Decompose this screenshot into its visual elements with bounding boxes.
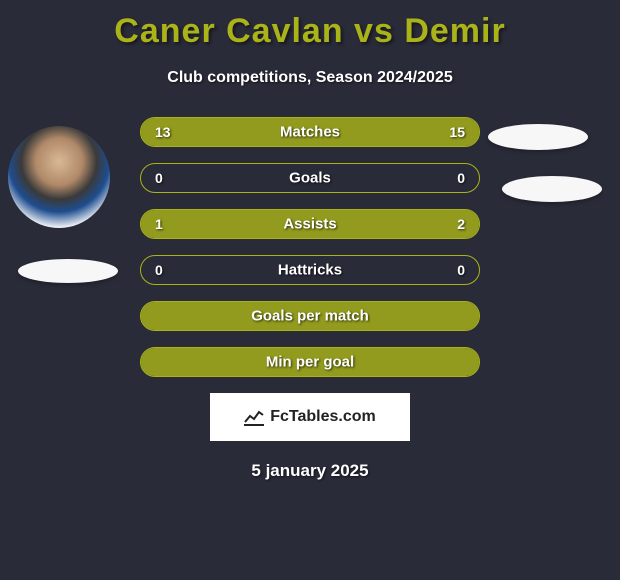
logo-text: FcTables.com	[270, 408, 376, 426]
stat-label: Min per goal	[266, 354, 354, 371]
player-left-avatar	[8, 126, 110, 228]
chart-icon	[244, 408, 264, 426]
stat-label: Hattricks	[278, 262, 342, 279]
stat-bar-row: Goals per match	[140, 301, 480, 331]
fctables-logo: FcTables.com	[210, 393, 410, 441]
stat-label: Matches	[280, 124, 340, 141]
player-right-name-oval	[502, 176, 602, 202]
stat-label: Goals per match	[251, 308, 369, 325]
stat-bars-container: 13 15 Matches 0 0 Goals 1 2 Assists 0 0 Hattricks Go…	[140, 117, 480, 377]
player-right-avatar-oval	[488, 124, 588, 150]
stat-bar-row: 0 0 Hattricks	[140, 255, 480, 285]
stat-label: Assists	[283, 216, 336, 233]
comparison-subtitle: Club competitions, Season 2024/2025	[0, 69, 620, 87]
stat-value-left: 1	[155, 216, 163, 232]
player-left-name-oval	[18, 259, 118, 283]
comparison-title: Caner Cavlan vs Demir	[0, 0, 620, 51]
stat-bar-row: Min per goal	[140, 347, 480, 377]
stat-value-right: 0	[457, 170, 465, 186]
stat-value-left: 0	[155, 170, 163, 186]
stat-label: Goals	[289, 170, 331, 187]
stat-bar-row: 0 0 Goals	[140, 163, 480, 193]
stat-bar-row: 1 2 Assists	[140, 209, 480, 239]
stat-value-right: 2	[457, 216, 465, 232]
stat-value-right: 0	[457, 262, 465, 278]
stat-bar-row: 13 15 Matches	[140, 117, 480, 147]
stat-value-left: 0	[155, 262, 163, 278]
avatar-placeholder	[8, 126, 110, 228]
snapshot-date: 5 january 2025	[0, 461, 620, 481]
stat-value-right: 15	[449, 124, 465, 140]
stat-value-left: 13	[155, 124, 171, 140]
